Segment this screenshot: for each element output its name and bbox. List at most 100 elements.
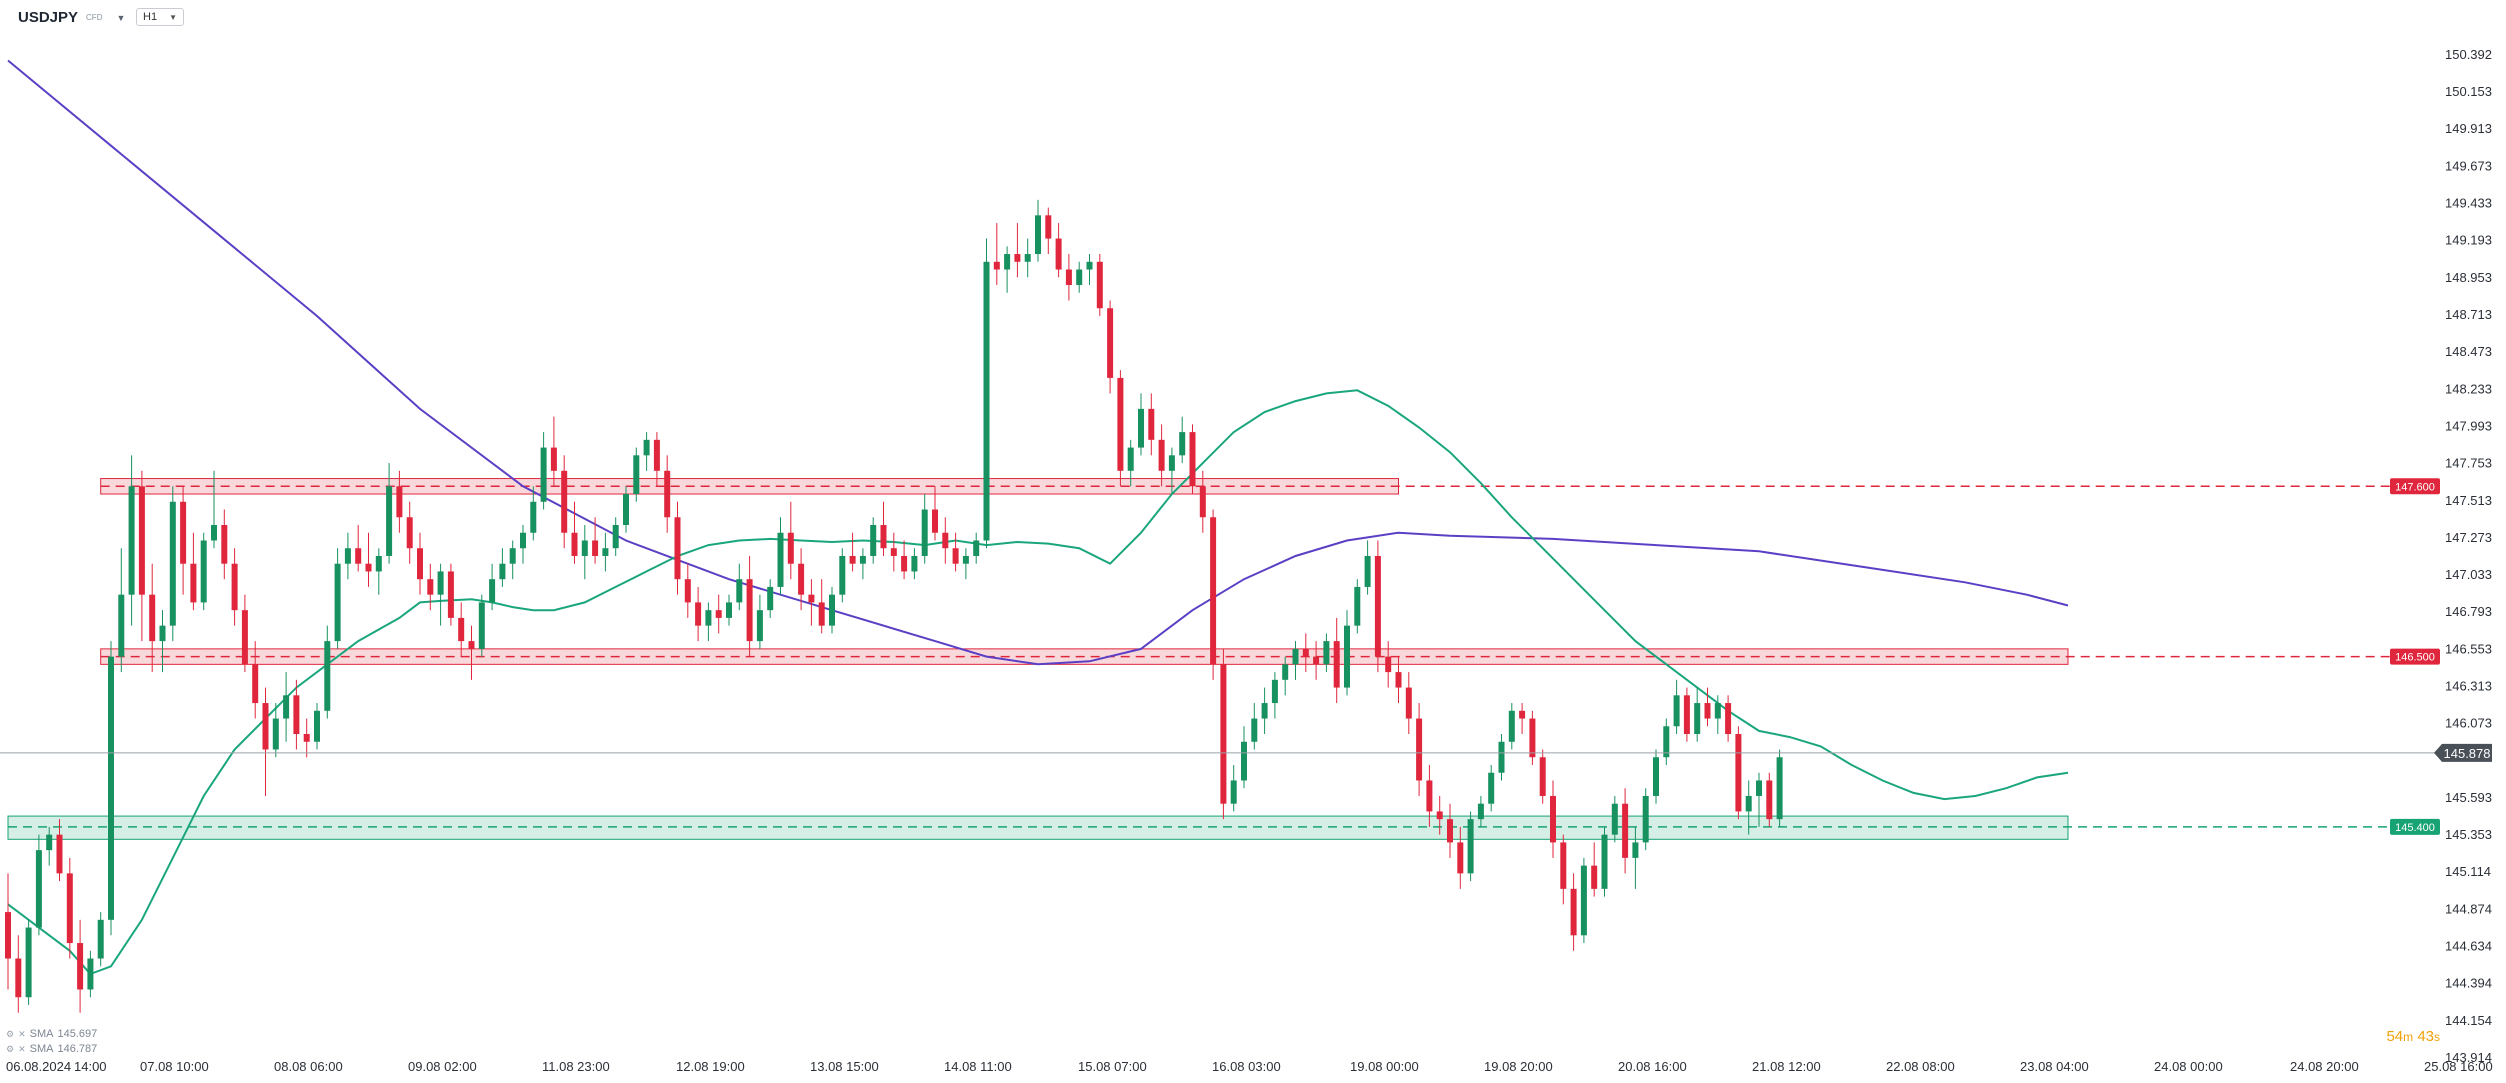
y-tick-label: 148.953 — [2445, 270, 2492, 285]
y-tick-label: 148.233 — [2445, 381, 2492, 396]
candle-body — [777, 532, 784, 587]
legend-sma-slow[interactable]: ⚙ ✕ SMA 146.787 — [6, 1043, 97, 1055]
candle — [272, 703, 279, 758]
candle-body — [97, 919, 104, 959]
x-tick-label: 11.08 23:00 — [542, 1059, 610, 1074]
candle — [1653, 749, 1659, 804]
symbol-dropdown-icon[interactable]: ▼ — [116, 12, 126, 23]
timeframe-select[interactable]: H1 ▼ — [136, 8, 184, 26]
candle — [1241, 726, 1247, 789]
y-tick-label: 147.513 — [2445, 493, 2492, 508]
candle-body — [705, 610, 712, 626]
candle — [1385, 641, 1392, 688]
candle — [870, 517, 877, 564]
candle — [1477, 795, 1484, 827]
candle — [1344, 610, 1350, 696]
candle-body — [1313, 656, 1320, 665]
candle-body — [962, 555, 969, 564]
close-icon[interactable]: ✕ — [18, 1043, 26, 1054]
symbol-label[interactable]: USDJPY — [18, 9, 79, 26]
countdown-minutes: 54 — [2386, 1028, 2404, 1045]
y-tick-label: 147.273 — [2445, 530, 2492, 545]
candle-body — [1416, 718, 1423, 781]
candle-body — [1354, 586, 1361, 626]
candle — [798, 548, 805, 611]
legend-sma-fast[interactable]: ⚙ ✕ SMA 145.697 — [6, 1028, 97, 1040]
candle-body — [911, 555, 918, 572]
candle-body — [674, 517, 681, 580]
candle-body — [1550, 795, 1556, 843]
candle-body — [1199, 486, 1206, 518]
candle-body — [283, 695, 290, 719]
candle-body — [25, 927, 32, 998]
candle-body — [1395, 672, 1402, 688]
candle-body — [344, 548, 351, 564]
countdown-seconds: 43 — [2417, 1028, 2434, 1045]
candle-body — [767, 586, 774, 611]
settings-icon[interactable]: ⚙ — [6, 1028, 15, 1039]
legend-sma-slow-label: SMA — [29, 1043, 54, 1055]
x-tick-label: 19.08 20:00 — [1484, 1059, 1553, 1074]
candle-body — [1426, 780, 1433, 812]
candle — [355, 524, 362, 572]
candle — [1591, 842, 1598, 897]
y-tick-label: 145.593 — [2445, 790, 2492, 805]
candle-body — [550, 447, 557, 471]
candle — [1168, 447, 1175, 495]
y-tick-label: 146.793 — [2445, 604, 2492, 619]
candle-body — [1333, 641, 1340, 688]
candle — [417, 532, 423, 595]
candle-body — [1467, 819, 1474, 874]
candle — [993, 223, 1000, 286]
candle-body — [1024, 254, 1031, 262]
candle-body — [1096, 261, 1103, 309]
candle-body — [1241, 741, 1247, 781]
candle-body — [489, 579, 496, 603]
candle-body — [746, 579, 753, 642]
candle-body — [726, 602, 732, 618]
price-axis[interactable]: 150.392 150.153 149.913 149.673 149.433 149.1… — [2445, 47, 2492, 1065]
candle-body — [1498, 741, 1505, 773]
candle-body — [46, 834, 53, 851]
candle-body — [211, 524, 217, 541]
candle — [1776, 749, 1783, 827]
candle-body — [509, 548, 516, 564]
candle-body — [1560, 842, 1567, 889]
candle-body — [932, 509, 938, 533]
candle — [1539, 749, 1546, 804]
candle-body — [118, 594, 125, 657]
candle — [1302, 633, 1309, 673]
candle-body — [1539, 757, 1546, 796]
candle — [478, 594, 485, 657]
close-icon[interactable]: ✕ — [18, 1028, 26, 1039]
candle-body — [612, 524, 619, 549]
candle — [1508, 703, 1515, 750]
candle — [1014, 223, 1021, 278]
time-axis[interactable]: 06.08.2024 14:00 07.08 10:00 08.08 06:00 09.… — [6, 1059, 2493, 1074]
candle — [1096, 254, 1103, 316]
candle-body — [623, 494, 629, 525]
candle-body — [396, 486, 403, 518]
candle — [1364, 540, 1371, 595]
candles — [5, 199, 1783, 1013]
candle — [520, 524, 526, 564]
x-tick-label: 20.08 16:00 — [1618, 1059, 1687, 1074]
candle — [1055, 223, 1062, 278]
candle-body — [180, 501, 187, 564]
candle-body — [1766, 780, 1773, 820]
settings-icon[interactable]: ⚙ — [6, 1043, 15, 1054]
candle — [1395, 656, 1402, 704]
candle-body — [1107, 308, 1114, 378]
y-tick-label: 148.713 — [2445, 307, 2492, 322]
candle — [149, 563, 156, 673]
candle-body — [15, 958, 22, 998]
y-tick-label: 146.313 — [2445, 679, 2492, 694]
candle-body — [1725, 703, 1732, 735]
candle-body — [859, 555, 866, 564]
candle — [726, 594, 732, 626]
candle-body — [849, 555, 856, 564]
candle — [571, 501, 578, 564]
candle — [1704, 687, 1711, 727]
support-level-tag — [2390, 818, 2440, 835]
